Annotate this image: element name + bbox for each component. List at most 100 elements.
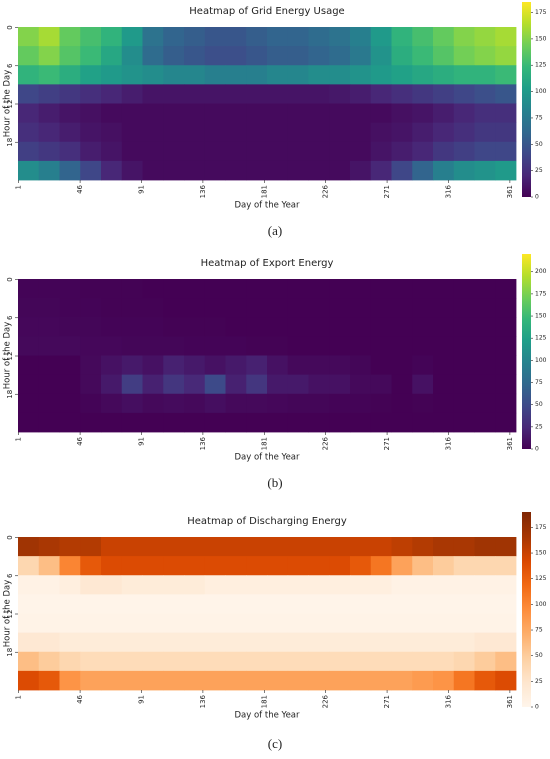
heatmap-cell bbox=[121, 613, 143, 634]
heatmap-cell bbox=[391, 651, 413, 672]
heatmap-cell bbox=[101, 594, 123, 614]
heatmap-cell bbox=[433, 103, 455, 124]
heatmap-cell bbox=[246, 122, 268, 143]
heatmap-cell bbox=[453, 65, 475, 85]
heatmap-cell bbox=[474, 298, 496, 318]
heatmap-cell bbox=[101, 84, 123, 104]
heatmap-cell bbox=[412, 122, 434, 143]
heatmap-cell bbox=[329, 122, 351, 143]
colorbar-tick-label: 50 bbox=[535, 652, 543, 659]
heatmap-cell bbox=[246, 537, 268, 557]
x-tick-label: 1 bbox=[15, 695, 23, 699]
heatmap-cell bbox=[308, 594, 330, 614]
heatmap-cell bbox=[495, 556, 517, 576]
heatmap-cell bbox=[267, 122, 289, 143]
heatmap-cell bbox=[204, 160, 226, 181]
heatmap-cell bbox=[38, 298, 60, 318]
heatmap-cell bbox=[142, 46, 164, 66]
heatmap-cell bbox=[204, 632, 226, 653]
heatmap-cell bbox=[18, 65, 40, 85]
heatmap-cell bbox=[412, 374, 434, 395]
heatmap-cell bbox=[184, 537, 206, 557]
heatmap-cell bbox=[184, 670, 206, 691]
y-tick-label: 12 bbox=[6, 610, 14, 619]
heatmap-cell bbox=[59, 160, 81, 181]
heatmap-cell bbox=[121, 412, 143, 433]
heatmap-cell bbox=[350, 122, 372, 143]
heatmap-cell bbox=[184, 613, 206, 634]
heatmap-cell bbox=[287, 556, 309, 576]
heatmap-cell bbox=[433, 355, 455, 376]
heatmap-cell bbox=[370, 103, 392, 124]
heatmap-cell bbox=[433, 412, 455, 433]
heatmap-cell bbox=[308, 141, 330, 162]
heatmap-cell bbox=[18, 298, 40, 318]
heatmap-cell bbox=[204, 317, 226, 337]
heatmap-cell bbox=[329, 336, 351, 356]
heatmap-cell bbox=[80, 298, 102, 318]
heatmap-cell bbox=[287, 651, 309, 672]
heatmap-cell bbox=[308, 317, 330, 337]
x-tick-label: 271 bbox=[383, 437, 391, 450]
heatmap-cell bbox=[59, 46, 81, 66]
heatmap-cell bbox=[308, 651, 330, 672]
heatmap-cell bbox=[370, 537, 392, 557]
heatmap-cell bbox=[495, 160, 517, 181]
heatmap-cell bbox=[142, 65, 164, 85]
heatmap-cell bbox=[101, 298, 123, 318]
heatmap-cell bbox=[495, 65, 517, 85]
heatmap-cell bbox=[308, 336, 330, 356]
heatmap-cell bbox=[101, 556, 123, 576]
heatmap-cell bbox=[433, 632, 455, 653]
heatmap-cell bbox=[38, 613, 60, 634]
heatmap-cell bbox=[495, 374, 517, 395]
heatmap-cell bbox=[308, 632, 330, 653]
heatmap-cell bbox=[163, 556, 185, 576]
heatmap-cell bbox=[101, 355, 123, 376]
heatmap-cell bbox=[370, 27, 392, 47]
heatmap-cell bbox=[59, 84, 81, 104]
heatmap-cell bbox=[142, 279, 164, 299]
heatmap-cell bbox=[267, 103, 289, 124]
heatmap-cell bbox=[495, 122, 517, 143]
heatmap-cell bbox=[184, 141, 206, 162]
heatmap-cell bbox=[142, 298, 164, 318]
heatmap-cell bbox=[495, 84, 517, 104]
heatmap-cell bbox=[121, 355, 143, 376]
heatmap-cell bbox=[246, 556, 268, 576]
heatmap-cell bbox=[350, 537, 372, 557]
heatmap-cell bbox=[204, 279, 226, 299]
heatmap-cell bbox=[287, 122, 309, 143]
heatmap-cell bbox=[287, 393, 309, 414]
heatmap-cell bbox=[350, 670, 372, 691]
x-tick-label: 271 bbox=[383, 185, 391, 198]
heatmap-cell bbox=[38, 317, 60, 337]
heatmap-cell bbox=[142, 122, 164, 143]
heatmap-cell bbox=[163, 651, 185, 672]
heatmap-cell bbox=[18, 317, 40, 337]
heatmap-cell bbox=[495, 632, 517, 653]
heatmap-cell bbox=[370, 84, 392, 104]
heatmap-cell bbox=[391, 122, 413, 143]
heatmap-cell bbox=[329, 393, 351, 414]
heatmap-cell bbox=[101, 374, 123, 395]
heatmap-cell bbox=[412, 594, 434, 614]
heatmap-cell bbox=[350, 160, 372, 181]
heatmap-cell bbox=[267, 556, 289, 576]
heatmap-cell bbox=[18, 393, 40, 414]
heatmap-cell bbox=[246, 141, 268, 162]
heatmap-cell bbox=[308, 160, 330, 181]
heatmap-cell bbox=[80, 160, 102, 181]
heatmap-cell bbox=[267, 355, 289, 376]
heatmap-cell bbox=[101, 613, 123, 634]
heatmap-cell bbox=[433, 65, 455, 85]
heatmap-cell bbox=[184, 651, 206, 672]
heatmap-cell bbox=[412, 298, 434, 318]
heatmap-cell bbox=[412, 355, 434, 376]
heatmap-cell bbox=[225, 651, 247, 672]
x-tick-label: 91 bbox=[137, 437, 145, 446]
heatmap-cell bbox=[453, 355, 475, 376]
x-tick-label: 181 bbox=[260, 185, 268, 198]
heatmap-cell bbox=[474, 374, 496, 395]
heatmap-cell bbox=[433, 84, 455, 104]
